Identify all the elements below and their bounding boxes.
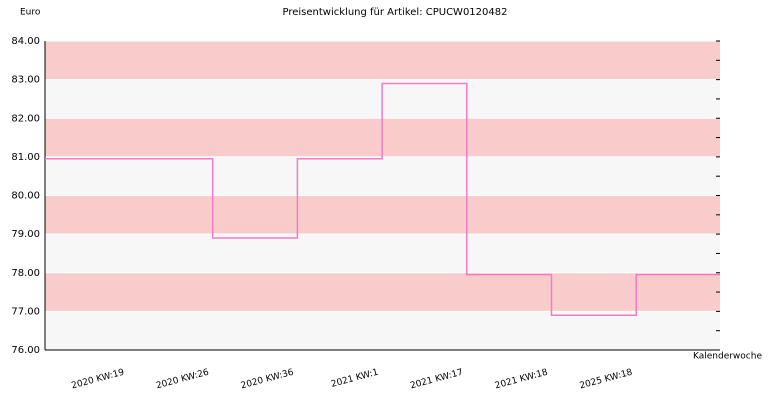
x-tick-label: 2020 KW:36 <box>240 368 295 392</box>
grid-band <box>45 234 720 273</box>
y-tick-label: 77.00 <box>11 306 40 317</box>
grid-band <box>45 311 720 350</box>
y-tick-label: 80.00 <box>11 191 40 202</box>
grid-band <box>45 272 720 312</box>
grid-band <box>45 195 720 235</box>
y-tick-label: 84.00 <box>11 36 40 47</box>
price-line <box>45 82 720 316</box>
x-tick-label: 2021 KW:1 <box>330 368 379 390</box>
y-tick-label: 83.00 <box>11 75 40 86</box>
x-tick-label: 2025 KW:18 <box>579 368 634 392</box>
y-axis-label: Euro <box>20 8 41 18</box>
grid-band <box>45 156 720 196</box>
x-tick-label: 2021 KW:18 <box>494 368 549 392</box>
y-tick-label: 82.00 <box>11 113 40 124</box>
x-axis-label: Kalenderwoche <box>693 352 762 362</box>
x-tick-label: 2020 KW:19 <box>70 368 125 392</box>
x-tick-label: 2021 KW:17 <box>409 368 464 392</box>
chart-title: Preisentwicklung für Artikel: CPUCW01204… <box>283 7 508 18</box>
y-tick-label: 81.00 <box>11 152 40 163</box>
x-tick-label: 2020 KW:26 <box>155 368 210 392</box>
grid-band <box>45 41 720 80</box>
y-tick-label: 78.00 <box>11 268 40 279</box>
y-tick-label: 76.00 <box>11 345 40 356</box>
y-tick-label: 79.00 <box>11 229 40 240</box>
